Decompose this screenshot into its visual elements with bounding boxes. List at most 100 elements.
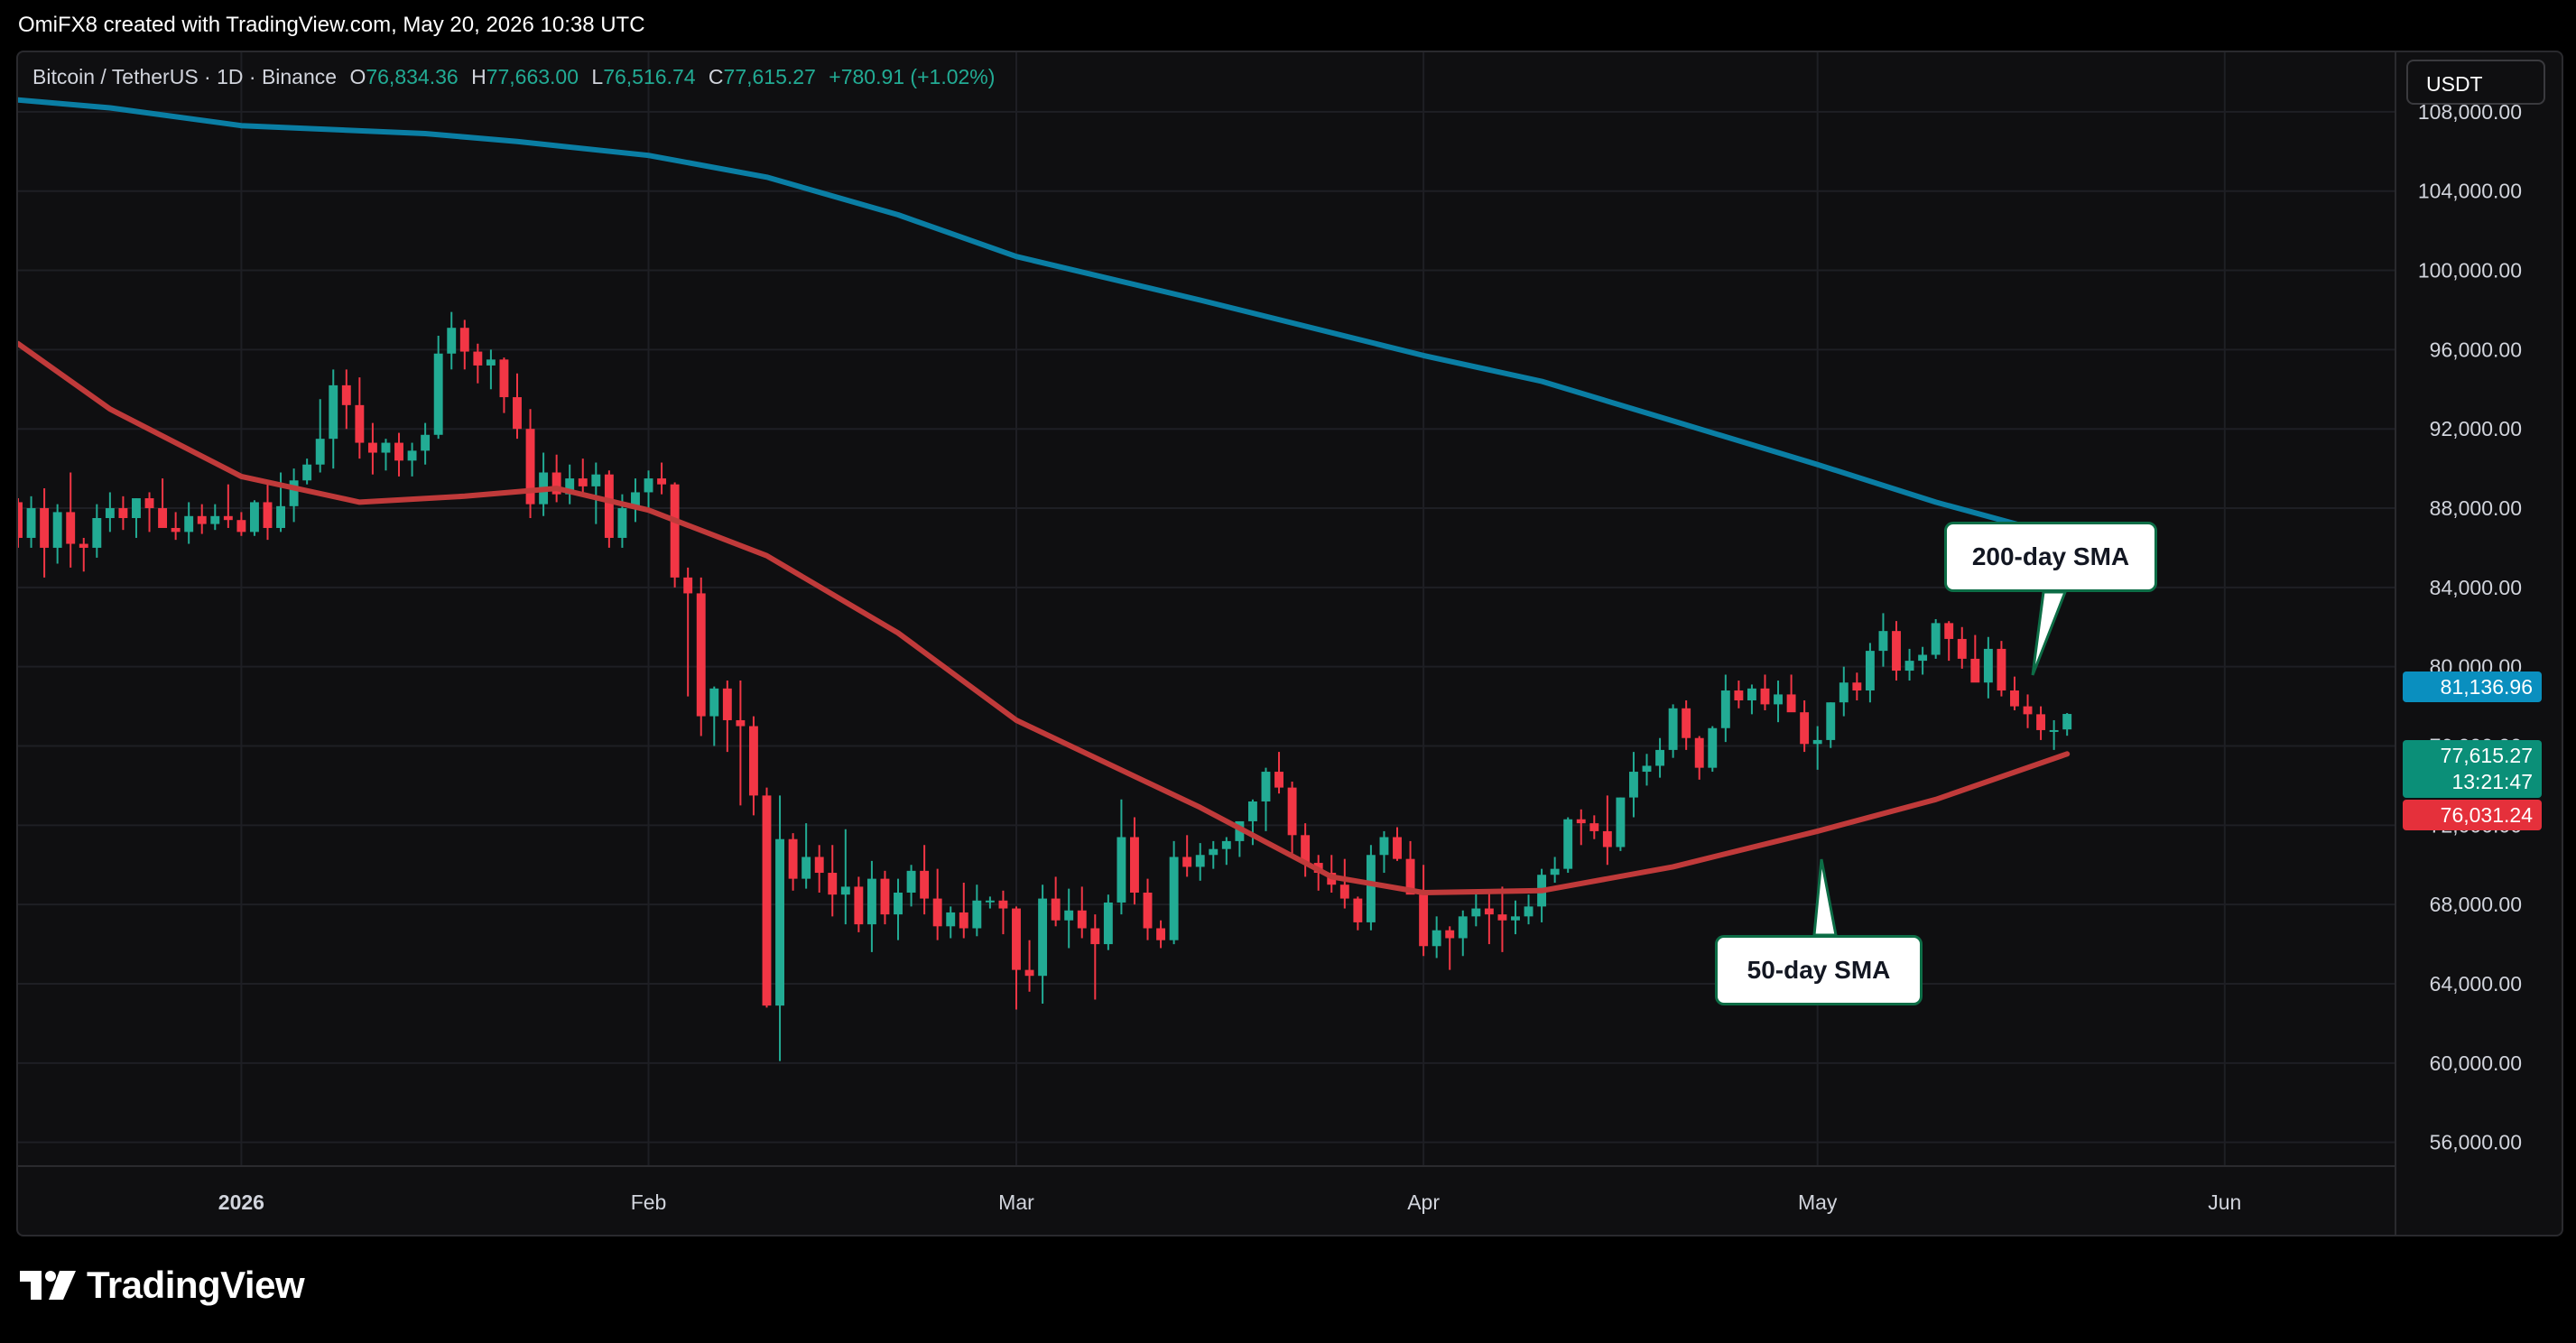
tradingview-logo-icon — [20, 1271, 76, 1300]
candle-body — [604, 474, 614, 538]
candle-body — [1878, 631, 1888, 652]
candle — [748, 716, 758, 816]
candle-body — [828, 873, 838, 895]
candle — [1077, 886, 1087, 939]
candle — [210, 504, 220, 531]
candle-body — [263, 502, 273, 528]
candle — [1616, 797, 1626, 851]
candle — [1182, 835, 1192, 877]
low-value: 76,516.74 — [603, 65, 696, 88]
candle — [1393, 827, 1402, 861]
chart-canvas[interactable]: 108,000.00104,000.00100,000.0096,000.009… — [18, 52, 2562, 1235]
candle-body — [18, 502, 23, 538]
chart-panel[interactable]: 108,000.00 104,000.00 100,000.00 96,000.00 9… — [16, 51, 2563, 1236]
candle — [486, 349, 496, 390]
candle — [998, 890, 1008, 935]
y-tick-label: 100,000.00 — [2418, 259, 2522, 282]
price-axis[interactable]: 108,000.00104,000.00100,000.0096,000.009… — [2418, 100, 2522, 1154]
candle-body — [1143, 892, 1153, 929]
candle — [52, 504, 62, 564]
candle-body — [1301, 835, 1311, 864]
candle-body — [1655, 749, 1665, 766]
sma50-line — [18, 340, 2071, 895]
candle-body — [722, 688, 732, 720]
candle-body — [709, 688, 719, 717]
currency-button[interactable]: USDT — [2406, 60, 2545, 105]
candle — [1221, 837, 1231, 866]
candle — [499, 357, 509, 413]
candle-body — [1668, 708, 1678, 750]
candle-body — [394, 442, 403, 461]
candle — [1642, 754, 1652, 786]
candle — [985, 896, 995, 909]
candle — [828, 845, 838, 917]
tradingview-wordmark: TradingView — [87, 1264, 305, 1306]
candle — [709, 686, 719, 746]
candle — [1471, 892, 1481, 927]
candle — [79, 537, 88, 572]
candle — [959, 883, 968, 939]
candle — [1339, 858, 1349, 909]
candle-body — [1997, 648, 2006, 691]
candle — [775, 795, 784, 1061]
candle-body — [972, 900, 982, 929]
candle — [1497, 886, 1507, 952]
candle — [1169, 840, 1179, 945]
candle-body — [1904, 661, 1914, 672]
candle — [1720, 674, 1730, 743]
candle-body — [551, 472, 561, 495]
candle-body — [775, 838, 784, 1006]
time-axis[interactable]: 2026 Feb Mar Apr May Jun — [218, 1190, 2242, 1214]
candle-body — [1550, 868, 1560, 875]
candle — [1852, 672, 1862, 701]
candle-body — [1708, 727, 1718, 768]
candle-body — [1419, 894, 1429, 947]
candle-body — [1812, 739, 1822, 745]
candle-body — [802, 857, 811, 879]
candle-body — [79, 543, 88, 548]
candle — [1051, 876, 1061, 927]
candle — [578, 458, 588, 496]
candle-body — [1064, 910, 1074, 921]
candle — [144, 492, 154, 533]
x-tick-label: Feb — [631, 1190, 667, 1214]
candle — [894, 878, 903, 940]
y-tick-label: 84,000.00 — [2430, 576, 2522, 599]
candle-body — [1379, 837, 1389, 856]
candle-body — [1983, 648, 1993, 683]
candle-body — [591, 474, 601, 486]
candle — [1957, 626, 1967, 669]
symbol-title[interactable]: Bitcoin / TetherUS · 1D · Binance — [32, 65, 338, 88]
sma200-price-tag: 81,136.96 — [2403, 672, 2542, 702]
candle — [1537, 868, 1547, 922]
candle-body — [736, 719, 746, 727]
candle-body — [2023, 706, 2033, 715]
candle — [118, 496, 128, 531]
candle-body — [1892, 631, 1901, 672]
candle-body — [1287, 787, 1297, 836]
candle-body — [144, 498, 154, 509]
candle-body — [578, 478, 588, 486]
candle — [132, 498, 141, 538]
candle-body — [236, 520, 246, 533]
candle-body — [906, 870, 916, 893]
candle — [1484, 892, 1494, 945]
candle — [1419, 865, 1429, 957]
candle — [315, 399, 325, 473]
candle-body — [1484, 908, 1494, 915]
y-tick-label: 104,000.00 — [2418, 180, 2522, 203]
candle — [92, 504, 102, 558]
candle — [1353, 896, 1363, 931]
candle-body — [26, 508, 36, 538]
candle-body — [866, 878, 876, 925]
candle — [670, 482, 680, 588]
candle-body — [341, 384, 351, 405]
candle-body — [1195, 855, 1205, 867]
candle-body — [1563, 819, 1573, 869]
candle — [1576, 809, 1586, 846]
x-tick-label: Apr — [1407, 1190, 1440, 1214]
candle-body — [1103, 902, 1113, 945]
tradingview-logo[interactable]: TradingView — [20, 1264, 305, 1307]
candle — [906, 865, 916, 907]
candle — [1038, 885, 1048, 1004]
